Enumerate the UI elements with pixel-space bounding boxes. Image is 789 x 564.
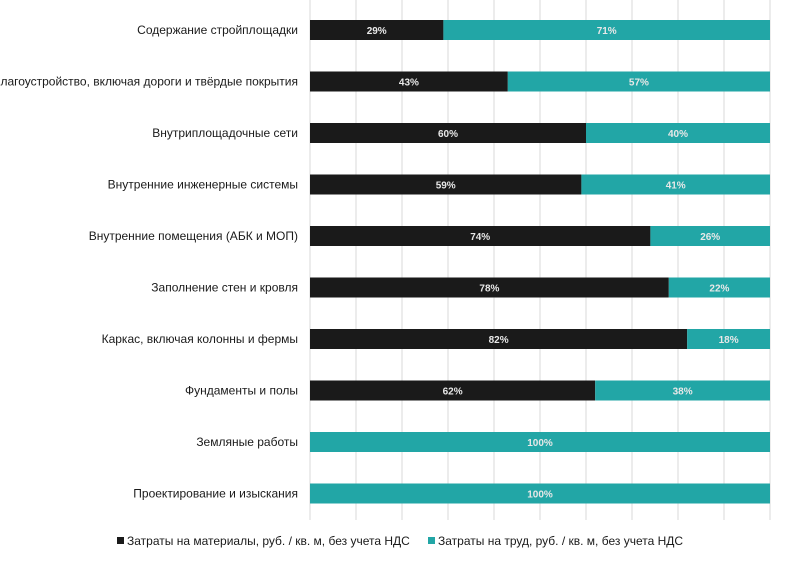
bar-segment (310, 329, 688, 349)
bar-segment (668, 277, 770, 298)
bar-segment (310, 71, 508, 92)
data-label: 71% (597, 26, 617, 37)
legend-swatch (117, 537, 124, 544)
data-label: 26% (700, 232, 720, 243)
data-label: 59% (436, 181, 456, 192)
bar-segment (310, 123, 586, 143)
bar-segment (310, 380, 596, 401)
bar-segment (310, 174, 582, 195)
bar-segment (581, 174, 770, 195)
legend: Затраты на материалы, руб. / кв. м, без … (117, 534, 683, 548)
category-label: Благоустройство, включая дороги и твёрды… (0, 75, 298, 89)
bar-segment (310, 483, 770, 504)
category-label: Фундаменты и полы (185, 384, 298, 398)
data-label: 29% (367, 26, 387, 37)
bar-segment (650, 226, 770, 246)
legend-swatch (428, 537, 435, 544)
legend-label: Затраты на труд, руб. / кв. м, без учета… (438, 534, 683, 548)
category-label: Внутренние помещения (АБК и МОП) (89, 229, 298, 243)
data-label: 100% (527, 490, 553, 501)
bar-segment (310, 226, 651, 246)
bars: 29% 71% 43% 57% 60% 40% 59% 41% 74% 26% 78% 22% 82% 1… (310, 20, 770, 504)
category-label: Содержание стройплощадки (137, 23, 298, 37)
data-label: 57% (629, 78, 649, 89)
category-label: Проектирование и изыскания (133, 487, 298, 501)
data-label: 38% (673, 387, 693, 398)
data-label: 22% (709, 284, 729, 295)
category-label: Внутренние инженерные системы (108, 178, 298, 192)
data-label: 78% (479, 284, 499, 295)
data-label: 18% (719, 335, 739, 346)
category-label: Земляные работы (196, 435, 298, 449)
legend-label: Затраты на материалы, руб. / кв. м, без … (127, 534, 410, 548)
bar-segment (443, 20, 770, 40)
data-label: 82% (489, 335, 509, 346)
data-label: 62% (443, 387, 463, 398)
category-label: Внутриплощадочные сети (152, 126, 298, 140)
bar-segment (687, 329, 770, 349)
bar-segment (310, 432, 770, 452)
bar-segment (595, 380, 770, 401)
bar-segment (507, 71, 770, 92)
data-label: 60% (438, 129, 458, 140)
bar-segment (310, 277, 669, 298)
category-label: Заполнение стен и кровля (151, 281, 298, 295)
bar-segment (586, 123, 770, 143)
category-label: Каркас, включая колонны и фермы (102, 332, 298, 346)
data-label: 43% (399, 78, 419, 89)
data-label: 74% (470, 232, 490, 243)
category-labels: Содержание стройплощадки Благоустройство,… (0, 23, 298, 501)
data-label: 41% (666, 181, 686, 192)
bar-segment (310, 20, 444, 40)
data-label: 100% (527, 438, 553, 449)
data-label: 40% (668, 129, 688, 140)
